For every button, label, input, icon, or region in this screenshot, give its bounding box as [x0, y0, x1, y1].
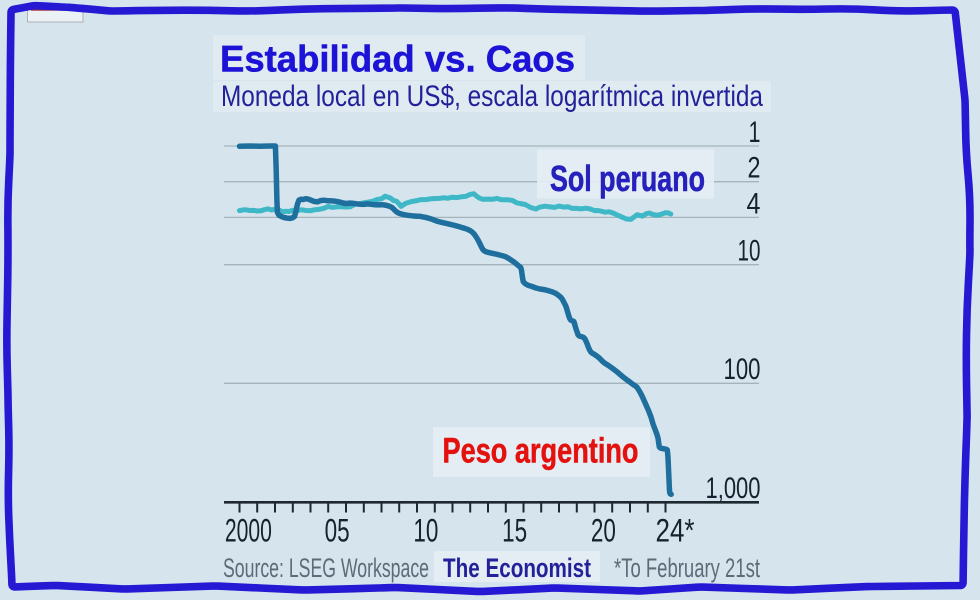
svg-text:Estabilidad vs. Caos: Estabilidad vs. Caos: [220, 39, 575, 80]
svg-text:The Economist: The Economist: [443, 553, 591, 583]
svg-text:Sol peruano: Sol peruano: [550, 158, 705, 199]
svg-text:Source: LSEG Workspace: Source: LSEG Workspace: [223, 553, 429, 583]
svg-text:*To February 21st: *To February 21st: [614, 553, 760, 583]
svg-text:1,000: 1,000: [706, 472, 761, 505]
svg-text:24*: 24*: [656, 513, 695, 549]
svg-text:10: 10: [738, 235, 761, 268]
svg-text:Peso argentino: Peso argentino: [443, 432, 639, 471]
svg-text:2000: 2000: [225, 513, 272, 549]
svg-text:10: 10: [413, 513, 438, 549]
svg-text:15: 15: [502, 513, 527, 549]
svg-text:2: 2: [748, 152, 761, 185]
svg-text:05: 05: [325, 513, 350, 549]
svg-text:Moneda local en US$, escala lo: Moneda local en US$, escala logarítmica …: [221, 80, 763, 113]
svg-text:20: 20: [591, 513, 616, 549]
svg-text:100: 100: [724, 353, 761, 386]
svg-text:1: 1: [749, 116, 761, 149]
svg-text:4: 4: [747, 187, 761, 220]
